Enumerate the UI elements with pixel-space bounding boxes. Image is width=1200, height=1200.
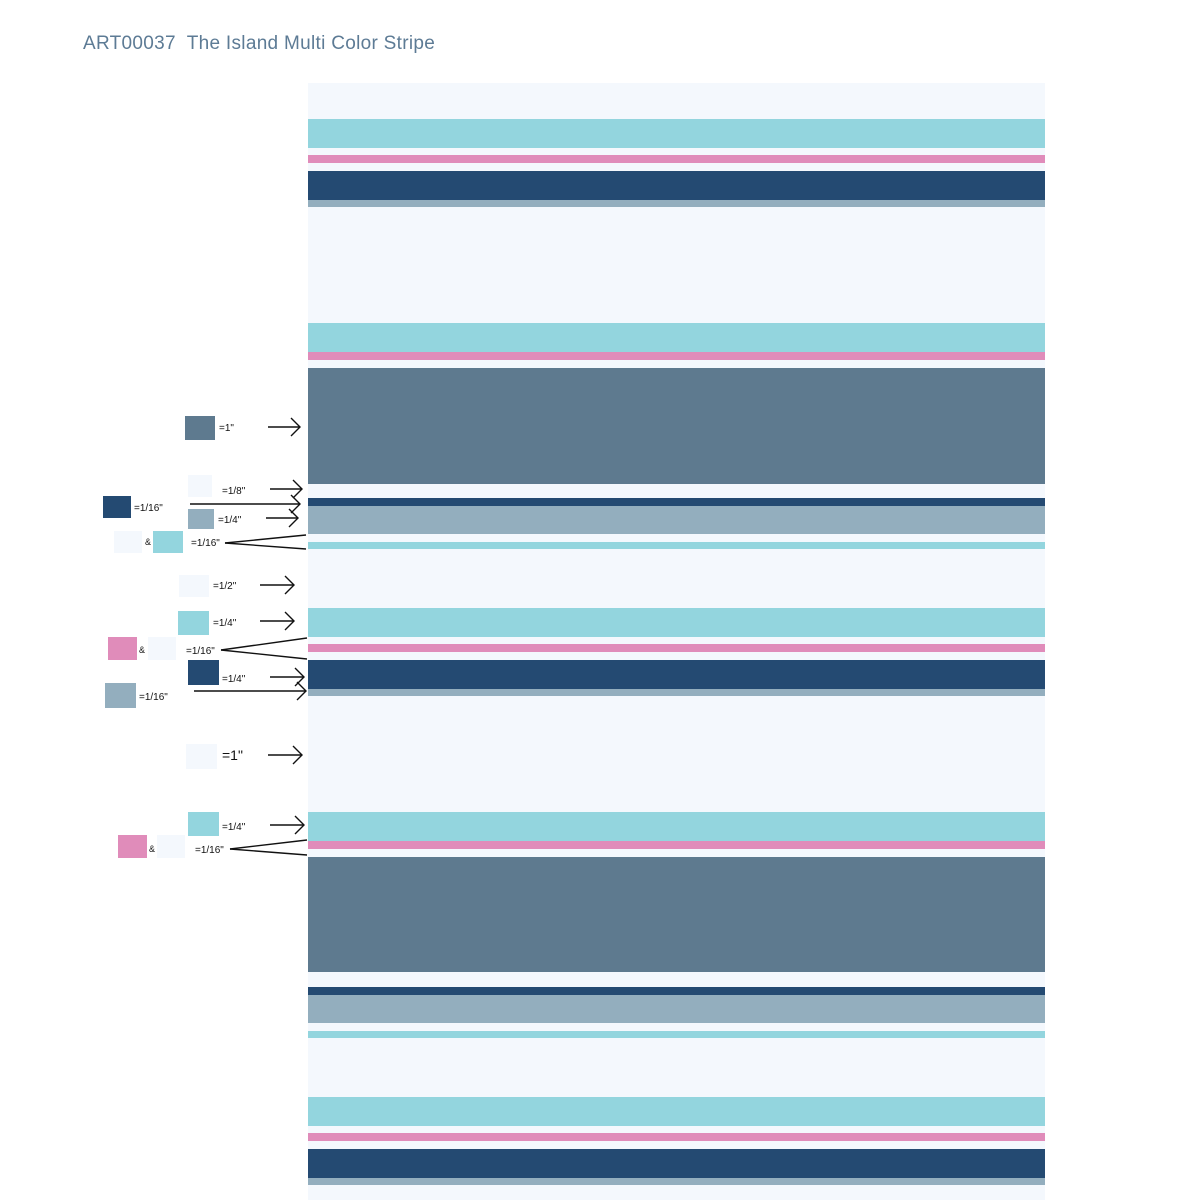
stripes-layer bbox=[308, 119, 1045, 1185]
arrow-head bbox=[290, 494, 301, 514]
legend-item: =1" bbox=[185, 416, 301, 440]
arrow-head bbox=[292, 745, 303, 765]
pointer-line bbox=[224, 542, 307, 550]
legend-measure: =1" bbox=[219, 423, 234, 434]
legend-swatch-steel bbox=[188, 509, 214, 529]
stripe-navy bbox=[308, 660, 1045, 689]
stripe-slate bbox=[308, 368, 1045, 484]
legend-item: =1" bbox=[186, 744, 303, 769]
page-title: ART00037 The Island Multi Color Stripe bbox=[83, 33, 436, 54]
legend-joiner: & bbox=[139, 645, 145, 655]
pointer-line bbox=[220, 649, 308, 660]
stripe-aqua bbox=[308, 323, 1045, 352]
legend-swatch-slate bbox=[185, 416, 215, 440]
stripe-steel bbox=[308, 506, 1045, 534]
legend-swatch-cream bbox=[114, 531, 142, 553]
arrow-head bbox=[296, 681, 307, 701]
legend-swatch-aqua bbox=[178, 611, 209, 635]
arrow-head bbox=[288, 508, 299, 528]
legend-measure: =1/4" bbox=[218, 515, 242, 526]
stripe-navy bbox=[308, 498, 1045, 506]
stripe-steel bbox=[308, 200, 1045, 207]
legend-item: & =1/16" bbox=[108, 637, 308, 660]
arrow-head bbox=[284, 575, 295, 595]
stripe-slate bbox=[308, 857, 1045, 972]
stripe-pink bbox=[308, 1133, 1045, 1141]
legend-swatch-cream bbox=[148, 637, 176, 660]
legend-measure: =1/8" bbox=[222, 486, 246, 497]
stripe-aqua bbox=[308, 812, 1045, 841]
pointer-line bbox=[224, 534, 307, 544]
legend-swatch-pink bbox=[108, 637, 137, 660]
legend-swatch-aqua bbox=[153, 531, 183, 553]
legend-item: =1/4" bbox=[188, 508, 299, 529]
stripe-aqua bbox=[308, 542, 1045, 549]
legend-item: & =1/16" bbox=[118, 835, 308, 858]
legend-measure: =1/2" bbox=[213, 581, 237, 592]
legend-swatch-navy bbox=[188, 660, 219, 685]
legend-swatch-pink bbox=[118, 835, 147, 858]
legend-item: =1/4" bbox=[188, 812, 305, 836]
legend-joiner: & bbox=[149, 844, 155, 854]
legend-measure: =1/16" bbox=[134, 503, 163, 514]
stripe-steel bbox=[308, 689, 1045, 696]
legend-swatch-cream bbox=[157, 835, 185, 858]
stripe-pink bbox=[308, 841, 1045, 849]
arrow-head bbox=[284, 611, 295, 631]
legend-measure: =1/16" bbox=[191, 538, 220, 549]
stripe-steel bbox=[308, 1178, 1045, 1185]
pointer-line bbox=[229, 848, 308, 856]
pointer-line bbox=[220, 637, 308, 651]
arrow-head bbox=[292, 479, 303, 499]
legend-item: =1/16" bbox=[105, 681, 307, 708]
legend-item: =1/2" bbox=[179, 575, 295, 597]
stripe-navy bbox=[308, 171, 1045, 200]
legend-item: =1/4" bbox=[178, 611, 295, 635]
stripe-aqua bbox=[308, 1031, 1045, 1038]
arrow-head bbox=[290, 417, 301, 437]
legend-item: =1/8" bbox=[188, 475, 303, 499]
stripe-aqua bbox=[308, 1097, 1045, 1126]
stripe-navy bbox=[308, 987, 1045, 995]
stripe-aqua bbox=[308, 608, 1045, 637]
pointer-line bbox=[229, 839, 308, 850]
legend-item: & =1/16" bbox=[114, 531, 307, 553]
legend-measure: =1/4" bbox=[222, 822, 246, 833]
legend-swatch-navy bbox=[103, 496, 131, 518]
stripe-aqua bbox=[308, 119, 1045, 148]
stripe-navy bbox=[308, 1149, 1045, 1178]
legend-swatch-steel bbox=[105, 683, 136, 708]
stripe-steel bbox=[308, 995, 1045, 1023]
legend-measure: =1/16" bbox=[195, 845, 224, 856]
legend-measure: =1" bbox=[222, 747, 243, 763]
legend-item: =1/16" bbox=[103, 494, 301, 518]
legend-measure: =1/16" bbox=[139, 692, 168, 703]
arrow-head bbox=[294, 815, 305, 835]
legend-swatch-aqua bbox=[188, 812, 219, 836]
legend-measure: =1/4" bbox=[213, 618, 237, 629]
legend-swatch-cream bbox=[186, 744, 217, 769]
legend-measure: =1/4" bbox=[222, 674, 246, 685]
stripe-pink bbox=[308, 644, 1045, 652]
stripe-pink bbox=[308, 155, 1045, 163]
stripe-pink bbox=[308, 352, 1045, 360]
legend-joiner: & bbox=[145, 537, 151, 547]
legend-swatch-cream bbox=[188, 475, 212, 497]
legend-swatch-cream bbox=[179, 575, 209, 597]
legend-measure: =1/16" bbox=[186, 646, 215, 657]
legend-item: =1/4" bbox=[188, 660, 305, 687]
legend-layer: =1" =1/8" =1/16" =1/4" & =1/16" =1/2" =1/4" & =1/… bbox=[103, 416, 308, 858]
